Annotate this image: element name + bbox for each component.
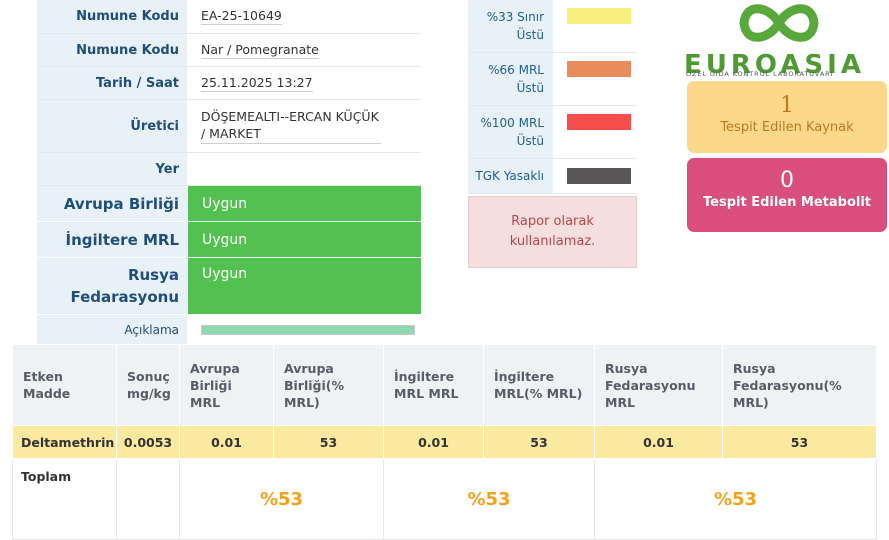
sample-name-label: Numune Kodu (37, 34, 187, 66)
producer-label: Üretici (37, 100, 187, 152)
legend-swatch (567, 61, 631, 77)
legend-label: %33 Sınır Üstü (468, 0, 553, 52)
detected-sources-label: Tespit Edilen Kaynak (720, 120, 854, 135)
detected-metabolite-count: 0 (780, 168, 794, 193)
description-bar (201, 324, 415, 335)
eu-status-value: Uygun (187, 186, 421, 221)
eu-label: Avrupa Birliği (37, 186, 187, 221)
uk-total-percent: %53 (383, 458, 595, 540)
eu-status-row: Avrupa Birliği Uygun (37, 186, 421, 222)
table-cell (116, 458, 180, 540)
ru-label: Rusya Fedarasyonu (37, 258, 187, 314)
datetime-row: Tarih / Saat 25.11.2025 13:27 (37, 67, 421, 100)
legend-row-33: %33 Sınır Üstü (468, 0, 637, 53)
ru-status-row: Rusya Fedarasyonu Uygun (37, 258, 421, 315)
table-cell: 53 (483, 425, 595, 459)
legend-label: %100 MRL Üstü (468, 106, 553, 158)
sample-name-row: Numune Kodu Nar / Pomegranate (37, 34, 421, 67)
ru-total-percent: %53 (594, 458, 877, 540)
datetime-label: Tarih / Saat (37, 67, 187, 99)
table-cell: 53 (273, 425, 384, 459)
sample-info-panel: Numune Kodu EA-25-10649 Numune Kodu Nar … (37, 0, 421, 344)
place-row: Yer (37, 153, 421, 186)
column-header: Avrupa Birliği MRL (179, 344, 274, 426)
uk-label: İngiltere MRL (37, 222, 187, 257)
legend-swatch (567, 8, 631, 24)
ru-status-value: Uygun (187, 258, 421, 314)
legend-row-tgk: TGK Yasaklı (468, 159, 637, 194)
table-cell: 0.0053 (116, 425, 180, 459)
legend-label: %66 MRL Üstü (468, 53, 553, 105)
detected-metabolite-label: Tespit Edilen Metabolit (703, 195, 871, 210)
table-cell: 0.01 (383, 425, 484, 459)
table-row: Deltamethrin 0.0053 0.01 53 0.01 53 0.01… (12, 425, 877, 459)
sample-code-label: Numune Kodu (37, 0, 187, 33)
detected-sources-count: 1 (780, 93, 794, 118)
sample-code-row: Numune Kodu EA-25-10649 (37, 0, 421, 34)
report-warning-text: Rapor olarak kullanılamaz. (509, 214, 596, 249)
legend-row-100: %100 MRL Üstü (468, 106, 637, 159)
column-header: Rusya Fedarasyonu(% MRL) (722, 344, 877, 426)
column-header: Etken Madde (12, 344, 117, 426)
results-table: Etken Madde Sonuç mg/kg Avrupa Birliği M… (12, 344, 877, 540)
company-logo: EUROASIA ÖZEL GIDA KONTROL LABORATUVARI (684, 0, 889, 80)
legend-label: TGK Yasaklı (468, 159, 553, 193)
total-row: Toplam %53 %53 %53 (12, 458, 877, 540)
producer-value: DÖŞEMEALTI--ERCAN KÜÇÜK / MARKET (201, 108, 381, 144)
logo-subtitle: ÖZEL GIDA KONTROL LABORATUVARI (686, 70, 834, 78)
description-row: Açıklama (37, 315, 421, 344)
total-label: Toplam (12, 458, 117, 540)
detected-metabolite-card: 0 Tespit Edilen Metabolit (687, 158, 887, 232)
column-header: İngiltere MRL(% MRL) (483, 344, 595, 426)
logo-wordmark: EUROASIA (684, 50, 865, 80)
table-cell: 0.01 (594, 425, 723, 459)
column-header: Rusya Fedarasyonu MRL (594, 344, 723, 426)
column-header: Avrupa Birliği(% MRL) (273, 344, 384, 426)
table-cell: 53 (722, 425, 877, 459)
datetime-value: 25.11.2025 13:27 (201, 74, 313, 92)
eu-total-percent: %53 (179, 458, 384, 540)
detected-sources-card: 1 Tespit Edilen Kaynak (687, 81, 887, 153)
legend-swatch (567, 168, 631, 184)
legend-swatch (567, 114, 631, 130)
description-label: Açıklama (37, 315, 187, 344)
uk-status-row: İngiltere MRL Uygun (37, 222, 421, 258)
color-legend: %33 Sınır Üstü %66 MRL Üstü %100 MRL Üst… (468, 0, 637, 268)
place-label: Yer (37, 153, 187, 185)
report-warning: Rapor olarak kullanılamaz. (468, 196, 637, 268)
sample-code-value: EA-25-10649 (201, 8, 282, 25)
uk-status-value: Uygun (187, 222, 421, 257)
column-header: İngiltere MRL MRL (383, 344, 484, 426)
table-cell: 0.01 (179, 425, 274, 459)
table-header-row: Etken Madde Sonuç mg/kg Avrupa Birliği M… (12, 344, 877, 426)
sample-name-value: Nar / Pomegranate (201, 41, 319, 59)
producer-row: Üretici DÖŞEMEALTI--ERCAN KÜÇÜK / MARKET (37, 100, 421, 153)
legend-row-66: %66 MRL Üstü (468, 53, 637, 106)
column-header: Sonuç mg/kg (116, 344, 180, 426)
infinity-logo-icon (739, 4, 819, 42)
table-cell: Deltamethrin (12, 425, 117, 459)
place-value (187, 153, 421, 185)
